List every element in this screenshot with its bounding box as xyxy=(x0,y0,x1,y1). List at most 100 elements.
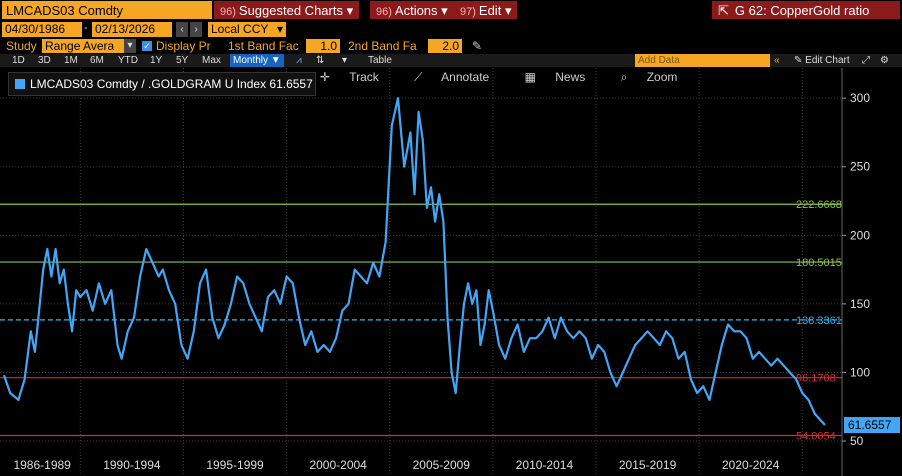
news-label: News xyxy=(555,70,586,84)
annotate-tool[interactable]: ⟋ Annotate xyxy=(414,70,505,84)
chart-axes: 50 100 150 200 250 300 61.6557 1986-1989 1990-19… xyxy=(13,68,900,476)
date-range-bar: 04/30/1986 - 02/13/2026 ‹ › Local CCY ▾ xyxy=(0,22,902,38)
timeframe-6m[interactable]: 6M xyxy=(90,55,104,66)
timeframe-1d[interactable]: 1D xyxy=(12,55,25,66)
menu-label: Edit xyxy=(478,3,502,18)
double-chevron-icon[interactable]: « xyxy=(774,55,780,66)
menu-number: 97) xyxy=(460,6,476,18)
actions-menu[interactable]: 96) Actions ▾ xyxy=(370,1,454,19)
chevron-down-icon[interactable]: ▾ xyxy=(342,55,348,66)
chart-title: G 62: CopperGold ratio xyxy=(734,3,870,18)
title-bar: LMCADS03 Comdty 96) Suggested Charts ▾ 96… xyxy=(0,0,902,20)
x-tick-label: 1990-1994 xyxy=(103,458,161,472)
legend-text: LMCADS03 Comdty / .GOLDGRAM U Index 61.6… xyxy=(30,77,313,91)
checkbox-checked-icon[interactable]: ✓ xyxy=(142,41,152,51)
timeframe-3d[interactable]: 3D xyxy=(38,55,51,66)
toolbar: 1D 3D 1M 6M YTD 1Y 5Y Max Monthly ▼ ⩘ ⇅ … xyxy=(0,54,902,67)
y-tick-label: 100 xyxy=(850,365,870,379)
y-tick-label: 250 xyxy=(850,160,870,174)
annotate-label: Annotate xyxy=(441,70,490,84)
legend-swatch xyxy=(15,79,25,89)
menu-label: Actions xyxy=(394,3,438,18)
y-tick-label: 300 xyxy=(850,91,870,105)
track-label: Track xyxy=(349,70,379,84)
x-tick-label: 2000-2004 xyxy=(309,458,367,472)
annotate-icon: ⟋ xyxy=(414,70,423,84)
suggested-charts-menu[interactable]: 96) Suggested Charts ▾ xyxy=(214,1,360,19)
menu-number: 96) xyxy=(376,6,392,18)
timeframe-max[interactable]: Max xyxy=(202,55,221,66)
ticker-field[interactable]: LMCADS03 Comdty xyxy=(2,1,212,19)
expand-icon[interactable]: ⤢ xyxy=(862,55,870,66)
currency-select[interactable]: Local CCY ▾ xyxy=(208,22,286,37)
reference-line-label: 180.5015 xyxy=(796,257,842,269)
add-data-input[interactable]: Add Data xyxy=(635,54,770,67)
chevron-down-icon: ▾ xyxy=(504,3,512,18)
chart-title-badge: ⇱ G 62: CopperGold ratio xyxy=(712,1,900,19)
line-chart-icon[interactable]: ⩘ xyxy=(296,55,302,66)
date-separator: - xyxy=(84,22,88,34)
chevron-down-icon: ▾ xyxy=(276,22,283,36)
interval-select[interactable]: Monthly ▼ xyxy=(230,54,284,67)
series-line xyxy=(2,97,826,426)
edit-menu[interactable]: 97) Edit ▾ xyxy=(454,1,518,19)
chevron-down-icon: ▾ xyxy=(346,3,354,18)
band1-input[interactable]: 1.0 xyxy=(306,39,340,53)
y-tick-label: 150 xyxy=(850,297,870,311)
display-label: Display Pr xyxy=(156,39,211,53)
last-value-badge xyxy=(844,417,900,434)
edit-chart-label: Edit Chart xyxy=(805,55,850,66)
x-tick-label: 1995-1999 xyxy=(206,458,264,472)
reference-line-label: 222.6668 xyxy=(796,199,842,211)
track-tool[interactable]: ✛ Track xyxy=(320,70,395,84)
start-date-input[interactable]: 04/30/1986 xyxy=(2,22,82,37)
zoom-tool[interactable]: ⌕ Zoom xyxy=(621,70,694,84)
chart-legend[interactable]: LMCADS03 Comdty / .GOLDGRAM U Index 61.6… xyxy=(8,72,316,96)
chevron-down-icon[interactable]: ▾ xyxy=(124,39,136,53)
zoom-icon: ⌕ xyxy=(620,70,628,84)
x-tick-label: 2020-2024 xyxy=(722,458,780,472)
table-button[interactable]: Table xyxy=(368,55,392,66)
timeframe-ytd[interactable]: YTD xyxy=(118,55,138,66)
zoom-label: Zoom xyxy=(646,70,678,84)
pencil-icon[interactable]: ✎ xyxy=(472,39,483,53)
band1-label: 1st Band Fac xyxy=(228,39,299,53)
chevron-right-icon[interactable]: › xyxy=(190,22,202,37)
timeframe-1y[interactable]: 1Y xyxy=(150,55,163,66)
crosshair-icon: ✛ xyxy=(320,70,331,84)
y-tick-label: 200 xyxy=(850,228,870,242)
menu-label: Suggested Charts xyxy=(238,3,343,18)
reference-lines: 222.6668 180.5015 138.3361 96.1708 54.0054 xyxy=(0,199,842,443)
end-date-input[interactable]: 02/13/2026 xyxy=(92,22,172,37)
candle-chart-icon[interactable]: ⇅ xyxy=(316,55,325,66)
settings-icon[interactable]: ⚙ xyxy=(880,55,889,66)
x-tick-label: 2015-2019 xyxy=(619,458,677,472)
timeframe-1m[interactable]: 1M xyxy=(64,55,78,66)
pencil-icon: ✎ xyxy=(794,55,803,66)
x-tick-label: 2005-2009 xyxy=(413,458,471,472)
reference-line-label: 138.3361 xyxy=(796,315,842,327)
currency-label: Local CCY xyxy=(211,22,269,36)
chevron-down-icon: ▾ xyxy=(441,3,448,18)
data-series xyxy=(2,97,826,426)
x-tick-label: 2010-2014 xyxy=(516,458,574,472)
edit-chart-button[interactable]: ✎ Edit Chart xyxy=(794,54,850,67)
study-bar: Study Range Avera ▾ ✓ Display Pr 1st Ban… xyxy=(0,38,902,54)
external-link-icon[interactable]: ⇱ xyxy=(718,3,729,18)
x-tick-label: 1986-1989 xyxy=(13,458,71,472)
timeframe-5y[interactable]: 5Y xyxy=(176,55,189,66)
y-tick-label: 50 xyxy=(850,434,864,448)
chevron-left-icon[interactable]: ‹ xyxy=(176,22,188,37)
menu-number: 96) xyxy=(220,6,236,18)
last-value-label: 61.6557 xyxy=(848,418,892,432)
study-label: Study xyxy=(6,39,37,53)
reference-line-label: 96.1708 xyxy=(796,373,836,385)
chart-tools: ✛ Track ⟋ Annotate ▦ News ⌕ Zoom xyxy=(320,70,709,86)
reference-line-label: 54.0054 xyxy=(796,431,836,443)
band2-input[interactable]: 2.0 xyxy=(428,39,462,53)
news-icon: ▦ xyxy=(524,70,536,84)
news-tool[interactable]: ▦ News xyxy=(525,70,602,84)
band2-label: 2nd Band Fa xyxy=(348,39,417,53)
study-select[interactable]: Range Avera xyxy=(42,39,124,53)
